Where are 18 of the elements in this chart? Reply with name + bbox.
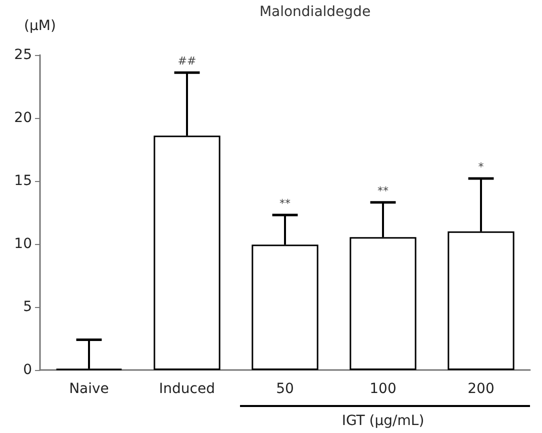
x-tick-label: 50: [276, 381, 294, 397]
x-tick-label: Naive: [69, 381, 109, 397]
x-tick-label: Induced: [159, 381, 215, 397]
y-tick-label: 20: [14, 110, 32, 126]
annotation: ##: [178, 54, 196, 68]
y-axis-title: (μM): [24, 18, 56, 34]
annotation: *: [478, 160, 484, 174]
annotation: **: [378, 184, 389, 198]
x-tick-label: 200: [468, 381, 494, 397]
y-tick-label: 25: [14, 47, 32, 63]
y-tick-label: 10: [14, 236, 32, 252]
chart-title: Malondialdegde: [259, 4, 371, 20]
x-axis-title: IGT (μg/mL): [342, 413, 424, 429]
annotation: **: [280, 197, 291, 210]
y-tick-label: 15: [14, 173, 32, 189]
y-tick-label: 0: [23, 362, 32, 378]
y-tick-label: 5: [23, 299, 32, 315]
x-tick-label: 100: [370, 381, 396, 397]
